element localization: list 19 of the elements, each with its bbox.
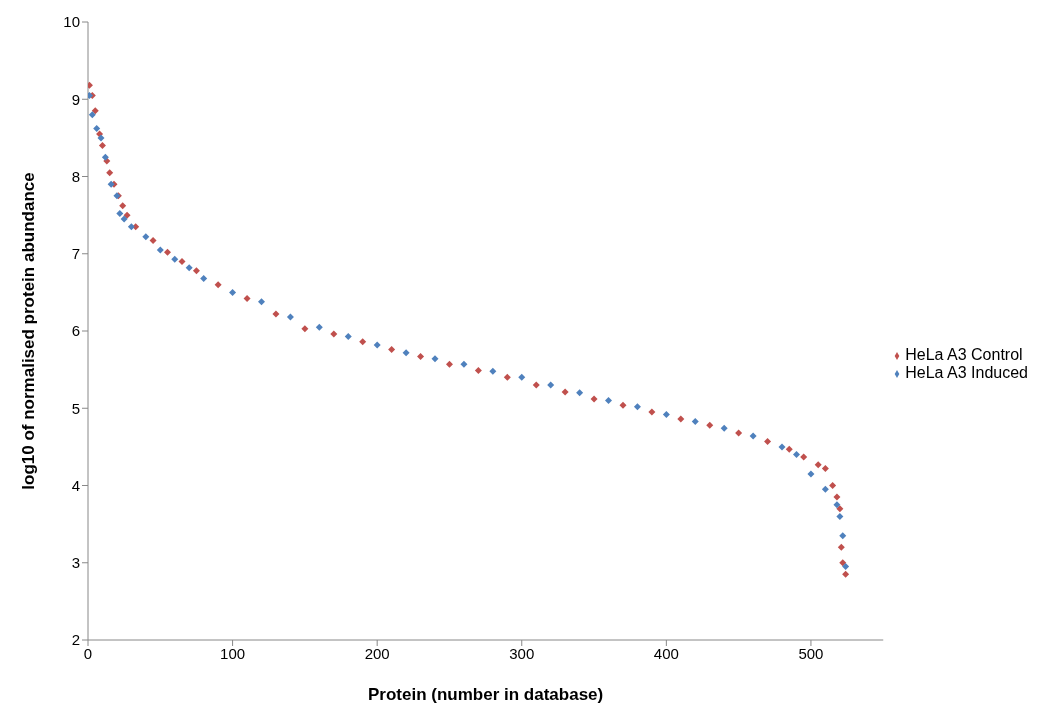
- x-tick-label: 0: [83, 644, 93, 662]
- x-axis-title: Protein (number in database): [368, 685, 604, 704]
- legend-label: HeLa A3 Control: [905, 346, 1023, 363]
- x-tick-label: 100: [220, 644, 246, 662]
- y-tick-label: 8: [71, 167, 80, 185]
- legend-label: HeLa A3 Induced: [905, 364, 1028, 381]
- y-tick-label: 4: [71, 476, 80, 494]
- x-tick-label: 300: [509, 644, 535, 662]
- y-tick-label: 3: [71, 554, 80, 572]
- x-tick-label: 400: [653, 644, 679, 662]
- y-tick-label: 2: [71, 631, 80, 649]
- y-tick-label: 5: [71, 399, 80, 417]
- y-tick-label: 10: [63, 13, 80, 31]
- y-tick-label: 6: [71, 322, 80, 340]
- y-tick-label: 9: [71, 90, 80, 108]
- y-tick-label: 7: [71, 245, 80, 263]
- x-tick-label: 200: [364, 644, 390, 662]
- x-tick-label: 500: [798, 644, 824, 662]
- y-axis-title: log10 of normalised protein abundance: [19, 172, 39, 490]
